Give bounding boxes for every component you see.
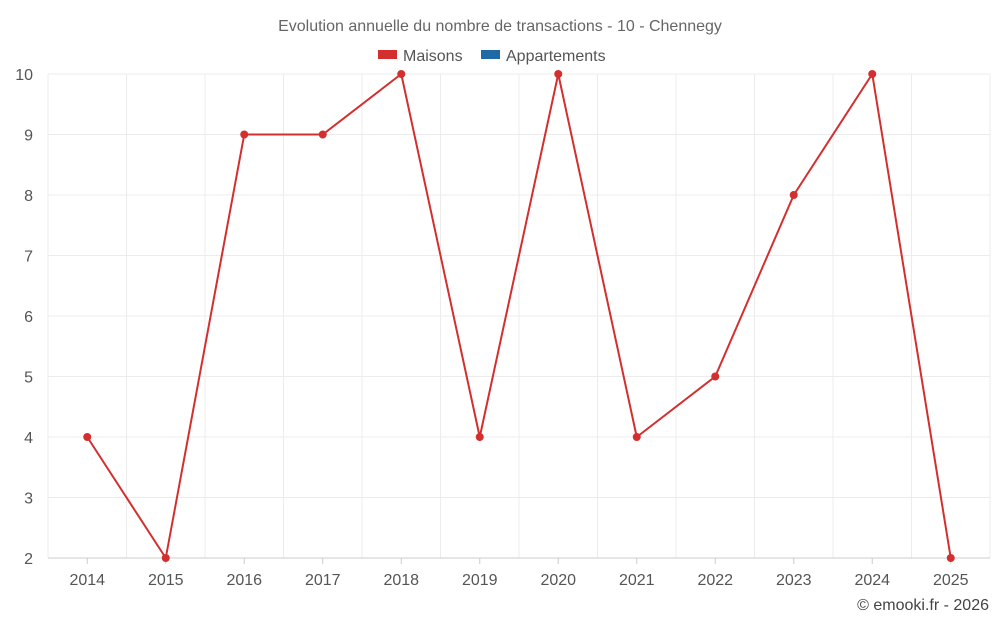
x-axis-ticks: 2014 2015 2016 2017 2018 2019 2020 2021 2022 2023… [69,558,969,589]
legend-item-maisons[interactable]: Maisons [378,48,463,65]
x-tick-label-2018: 2018 [383,572,419,589]
series-line-maisons [86,73,952,559]
legend: Maisons Appartements [378,48,606,65]
x-tick-label-2017: 2017 [305,572,341,589]
data-point-maisons-2021[interactable] [632,433,641,441]
y-tick-label: 8 [24,188,33,205]
series-layer [83,70,955,562]
y-tick-label: 10 [15,67,33,84]
x-tick-label-2015: 2015 [148,572,184,589]
credit-text: © emooki.fr - 2026 [857,597,989,614]
data-point-maisons-2015[interactable] [161,554,170,562]
legend-swatch-appartements [481,50,500,59]
x-tick-label-2022: 2022 [697,572,733,589]
legend-label-maisons: Maisons [403,48,463,65]
x-tick-label-2019: 2019 [462,572,498,589]
x-tick-label-2021: 2021 [619,572,655,589]
y-tick-label: 9 [24,128,33,145]
grid [47,73,991,559]
y-tick-label: 6 [24,309,33,326]
x-tick-label-2014: 2014 [69,572,105,589]
legend-swatch-maisons [378,50,397,59]
x-tick-label-2025: 2025 [933,572,969,589]
chart-title: Evolution annuelle du nombre de transact… [278,18,722,35]
data-point-maisons-2018[interactable] [397,70,406,78]
x-tick-label-2016: 2016 [226,572,262,589]
data-point-maisons-2019[interactable] [475,433,484,441]
x-tick-label-2020: 2020 [540,572,576,589]
y-tick-label: 3 [24,491,33,508]
data-point-maisons-2024[interactable] [868,70,877,78]
legend-item-appartements[interactable]: Appartements [481,48,606,65]
legend-label-appartements: Appartements [506,48,606,65]
x-tick-label-2024: 2024 [854,572,890,589]
y-tick-label: 7 [24,249,33,266]
data-point-maisons-2025[interactable] [946,554,955,562]
data-point-maisons-2016[interactable] [240,130,249,139]
y-tick-label: 2 [24,551,33,568]
y-axis-ticks: 2 3 4 5 6 7 8 9 10 [15,67,33,568]
y-tick-label: 4 [24,430,33,447]
y-tick-label: 5 [24,370,33,387]
data-point-maisons-2014[interactable] [83,433,92,441]
data-point-maisons-2017[interactable] [318,130,327,139]
data-point-maisons-2023[interactable] [789,191,798,199]
x-tick-label-2023: 2023 [776,572,812,589]
data-point-maisons-2020[interactable] [554,70,563,78]
data-point-maisons-2022[interactable] [711,372,720,381]
